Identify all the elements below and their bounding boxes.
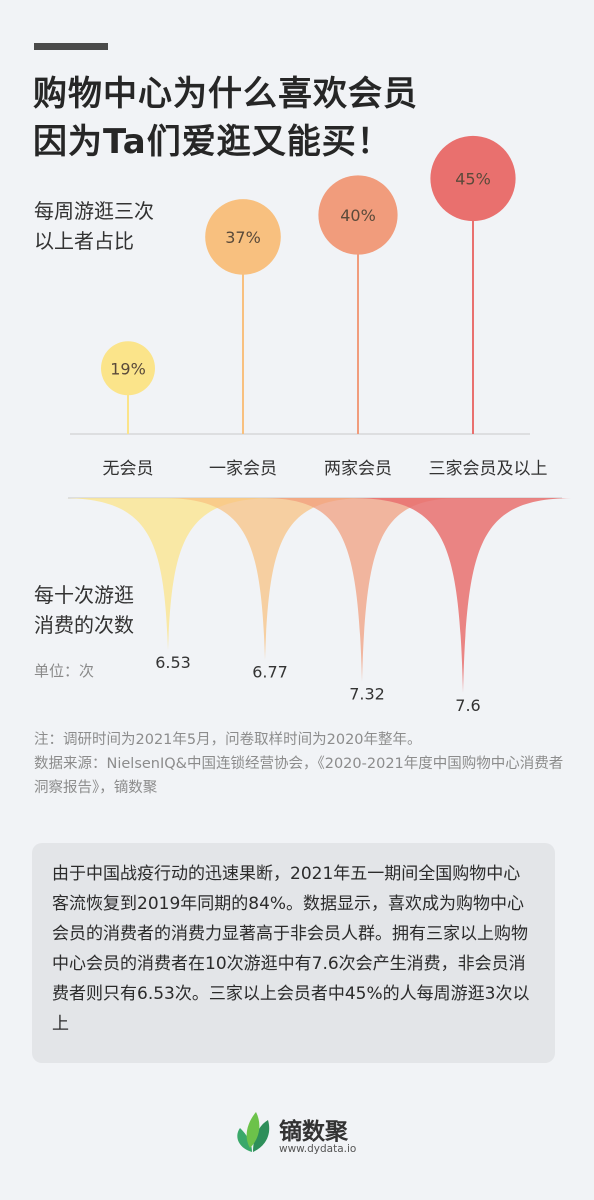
chart2-unit-label: 单位：次 <box>34 662 95 680</box>
category-label: 一家会员 <box>209 459 277 479</box>
chart1-value-label: 45% <box>455 170 491 189</box>
chart1-value-label: 19% <box>110 359 146 378</box>
chart2-value-label: 7.32 <box>349 685 385 704</box>
chart1-label-line-1: 每周游逛三次 <box>34 199 154 223</box>
chart2-drop <box>162 498 368 660</box>
footer-logo: 镝数聚 www.dydata.io <box>232 1108 372 1158</box>
note-source: 数据来源：NielsenIQ&中国连锁经营协会，《2020-2021年度中国购物… <box>34 756 564 796</box>
title-line-2: 因为Ta们爱逛又能买！ <box>33 122 392 162</box>
chart1-bubble <box>318 175 398 255</box>
summary-text: 由于中国战疫行动的迅速果断，2021年五一期间全国购物中心客流恢复到2019年同… <box>52 864 530 1034</box>
chart2-drop <box>350 498 576 693</box>
notes: 注：调研时间为2021年5月，问卷取样时间为2020年整年。 数据来源：Niel… <box>34 728 564 800</box>
page-title: 购物中心为什么喜欢会员 因为Ta们爱逛又能买！ <box>33 70 418 166</box>
brand-domain: www.dydata.io <box>279 1143 357 1155</box>
chart2-label-line-2: 消费的次数 <box>34 613 134 637</box>
brand-name: 镝数聚 <box>279 1119 348 1145</box>
leaf-logo-icon <box>237 1112 270 1152</box>
chart2-label-line-1: 每十次游逛 <box>34 583 134 607</box>
chart2-label: 每十次游逛 消费的次数 <box>34 580 134 640</box>
note-survey-time: 注：调研时间为2021年5月，问卷取样时间为2020年整年。 <box>34 732 422 748</box>
chart1-label-line-2: 以上者占比 <box>34 229 134 253</box>
category-label: 无会员 <box>103 459 154 479</box>
title-line-1: 购物中心为什么喜欢会员 <box>33 74 418 114</box>
chart1-label: 每周游逛三次 以上者占比 <box>34 196 154 256</box>
category-label: 三家会员及以上 <box>429 459 548 479</box>
chart2-drop <box>262 498 462 682</box>
chart1-bubble <box>430 135 516 222</box>
summary-box: 由于中国战疫行动的迅速果断，2021年五一期间全国购物中心客流恢复到2019年同… <box>32 843 555 1063</box>
chart2-value-label: 6.77 <box>252 663 288 682</box>
chart1-value-label: 37% <box>225 228 261 247</box>
chart2-drop <box>60 498 276 650</box>
chart2-value-label: 6.53 <box>155 653 191 672</box>
chart1-bubble <box>205 199 281 275</box>
chart1-value-label: 40% <box>340 206 376 225</box>
chart2-value-label: 7.6 <box>455 696 480 715</box>
category-label: 两家会员 <box>324 459 392 479</box>
charts-svg: 19% 无会员 37% 一家会员 40% 两家会员 45% 三家会员及以上 6.53 6.77 7.… <box>60 135 576 715</box>
chart1-bubble <box>101 341 155 396</box>
decorative-bar <box>34 43 108 50</box>
